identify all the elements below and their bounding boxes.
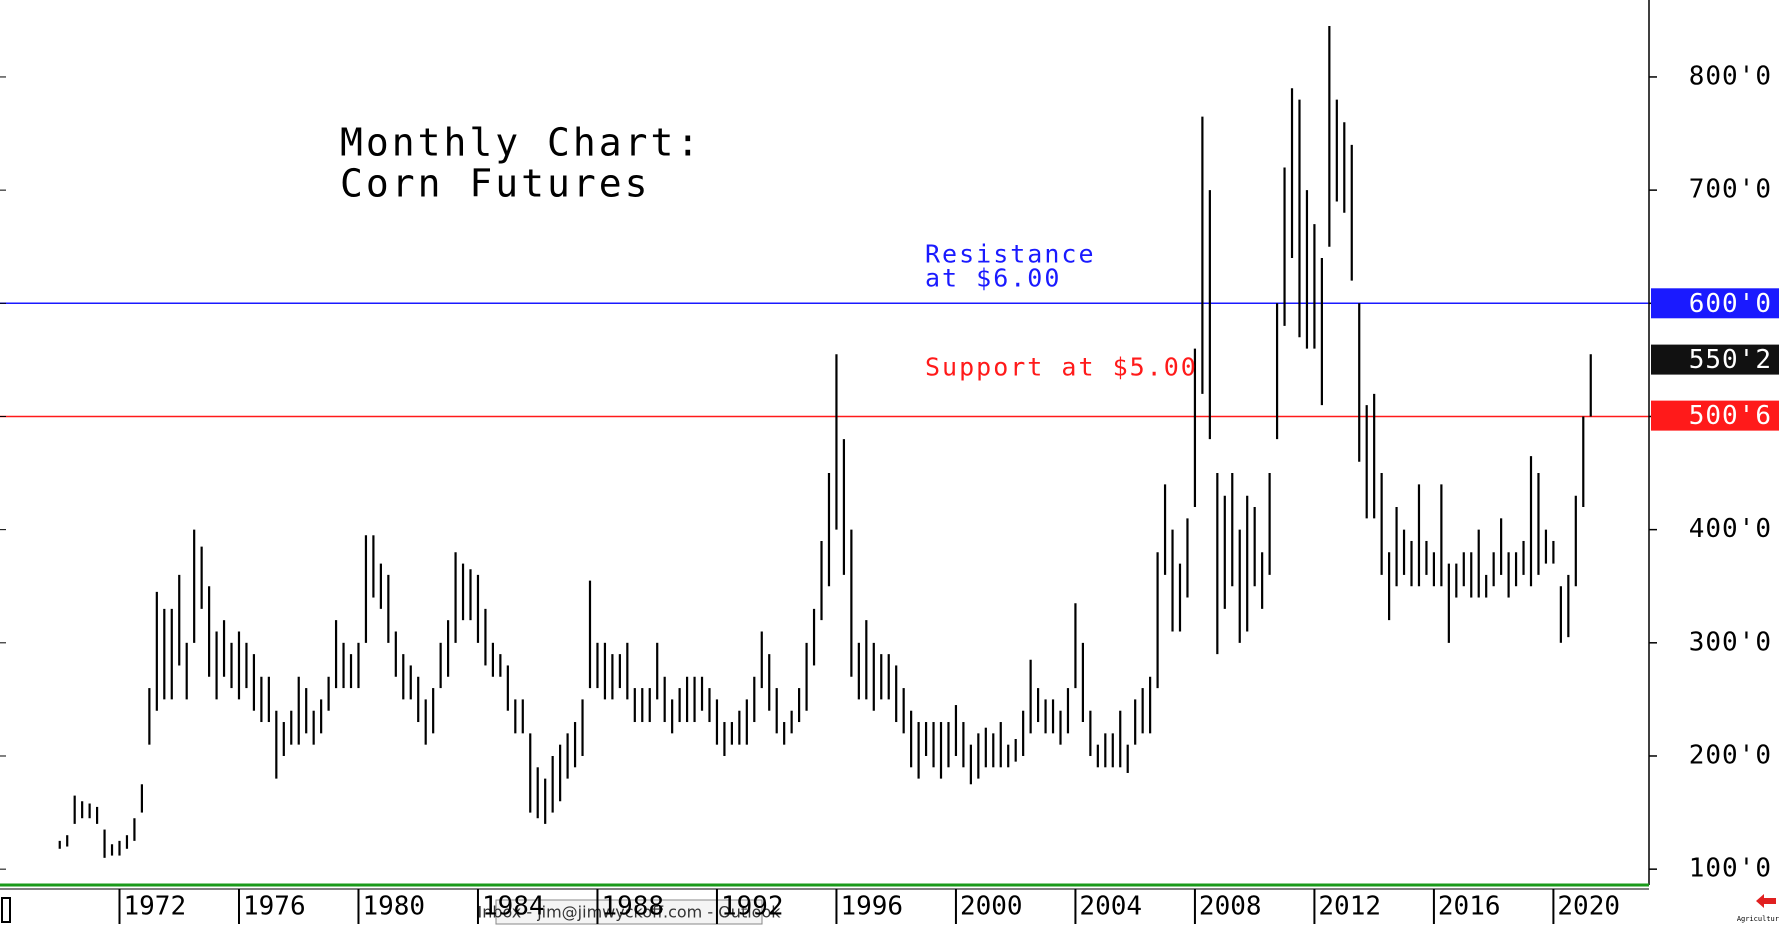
- chart-title: Monthly Chart:: [340, 121, 702, 165]
- tooltip-text: Inbox - jim@jimwyckoff.com - Outlook: [477, 903, 781, 922]
- x-tick-label: 1976: [243, 892, 306, 922]
- x-tick-label: 2004: [1079, 892, 1142, 922]
- price-badge-label: 500'6: [1689, 401, 1772, 431]
- x-tick-label: 2012: [1318, 892, 1381, 922]
- y-tick-label: 700'0: [1689, 175, 1772, 205]
- level-annotation: Support at $5.00: [925, 352, 1198, 381]
- y-tick-label: 400'0: [1689, 514, 1772, 544]
- x-tick-label: 1972: [123, 892, 186, 922]
- x-tick-label: 2020: [1557, 892, 1620, 922]
- x-tick-label: 1984: [482, 892, 545, 922]
- price-badge: [1651, 400, 1779, 431]
- arrow-icon[interactable]: [1756, 894, 1776, 908]
- y-tick-label: 200'0: [1689, 740, 1772, 770]
- y-tick-label: 300'0: [1689, 627, 1772, 657]
- level-annotation: at $6.00: [925, 263, 1061, 292]
- y-tick-label: 800'0: [1689, 61, 1772, 91]
- x-tick-label: 2000: [960, 892, 1023, 922]
- x-tick-label: 2016: [1438, 892, 1501, 922]
- price-badge: [1651, 344, 1779, 375]
- price-badge-label: 550'2: [1689, 345, 1772, 375]
- y-tick-label: 100'0: [1689, 854, 1772, 884]
- x-tick-label: 1996: [840, 892, 903, 922]
- x-tick-label: 1988: [601, 892, 664, 922]
- scroll-marker: [1, 897, 11, 923]
- price-badge-label: 600'0: [1689, 289, 1772, 319]
- level-annotation: Resistance: [925, 239, 1096, 268]
- x-tick-label: 1980: [362, 892, 425, 922]
- chart-title: Corn Futures: [340, 162, 651, 206]
- plot-area: [0, 26, 1649, 858]
- x-tick-label: 1992: [721, 892, 784, 922]
- price-badge: [1651, 288, 1779, 319]
- x-tick-label: 2008: [1199, 892, 1262, 922]
- corner-label: Agriculture: [1737, 915, 1779, 923]
